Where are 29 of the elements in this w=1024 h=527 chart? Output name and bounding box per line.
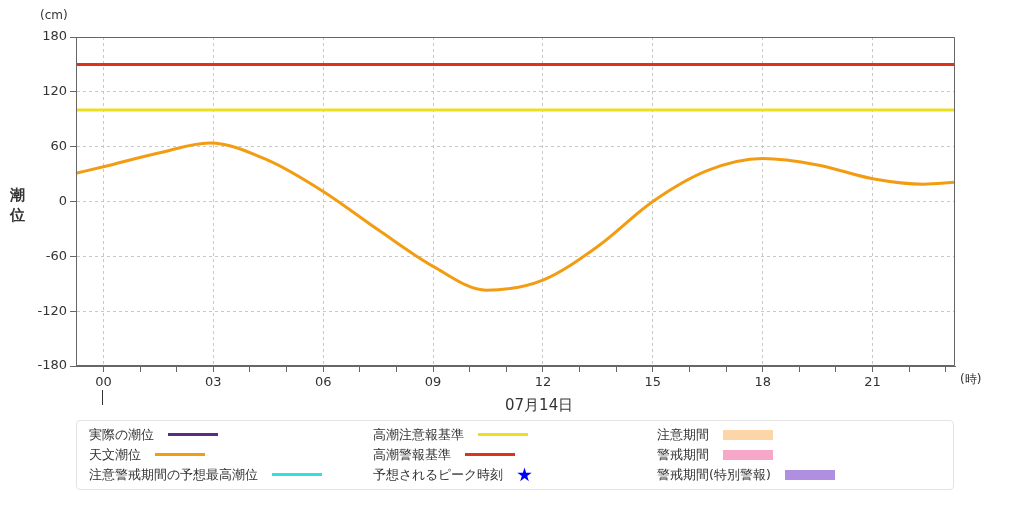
legend-label: 高潮注意報基準 — [373, 426, 464, 444]
x-tick-label: 03 — [205, 374, 222, 390]
legend-label: 予想されるピーク時刻 — [373, 466, 503, 484]
line-series — [74, 141, 957, 292]
y-tick-label: 120 — [42, 83, 67, 99]
legend-label: 注意期間 — [657, 426, 709, 444]
x-tick-label: 09 — [424, 374, 442, 390]
x-tick-label: 06 — [314, 374, 332, 390]
y-axis-title: 潮位 — [10, 185, 26, 225]
y-tick-label: -180 — [37, 357, 67, 373]
text: (時) — [960, 371, 982, 388]
y-tick-label: 60 — [50, 138, 67, 154]
legend-label: 注意警戒期間の予想最高潮位 — [89, 466, 258, 484]
y-tick-label: -60 — [45, 247, 67, 263]
x-axis-title: 07月14日 — [505, 396, 574, 415]
y-tick-label: 0 — [58, 192, 67, 208]
legend-label: 実際の潮位 — [89, 426, 154, 444]
y-tick-label: 180 — [42, 28, 67, 44]
x-tick-label: 15 — [644, 374, 662, 390]
legend-label: 天文潮位 — [89, 446, 141, 464]
text: (cm) — [40, 8, 68, 22]
x-tick-label: 21 — [864, 374, 881, 390]
x-tick-label: 18 — [754, 374, 771, 390]
y-tick-label: -120 — [37, 302, 67, 318]
legend-label: 警戒期間(特別警報) — [657, 466, 771, 484]
legend-label: 高潮警報基準 — [373, 446, 451, 464]
legend-label: 警戒期間 — [657, 446, 709, 464]
x-tick-label: 00 — [95, 374, 112, 390]
x-tick-label: 12 — [534, 374, 552, 390]
